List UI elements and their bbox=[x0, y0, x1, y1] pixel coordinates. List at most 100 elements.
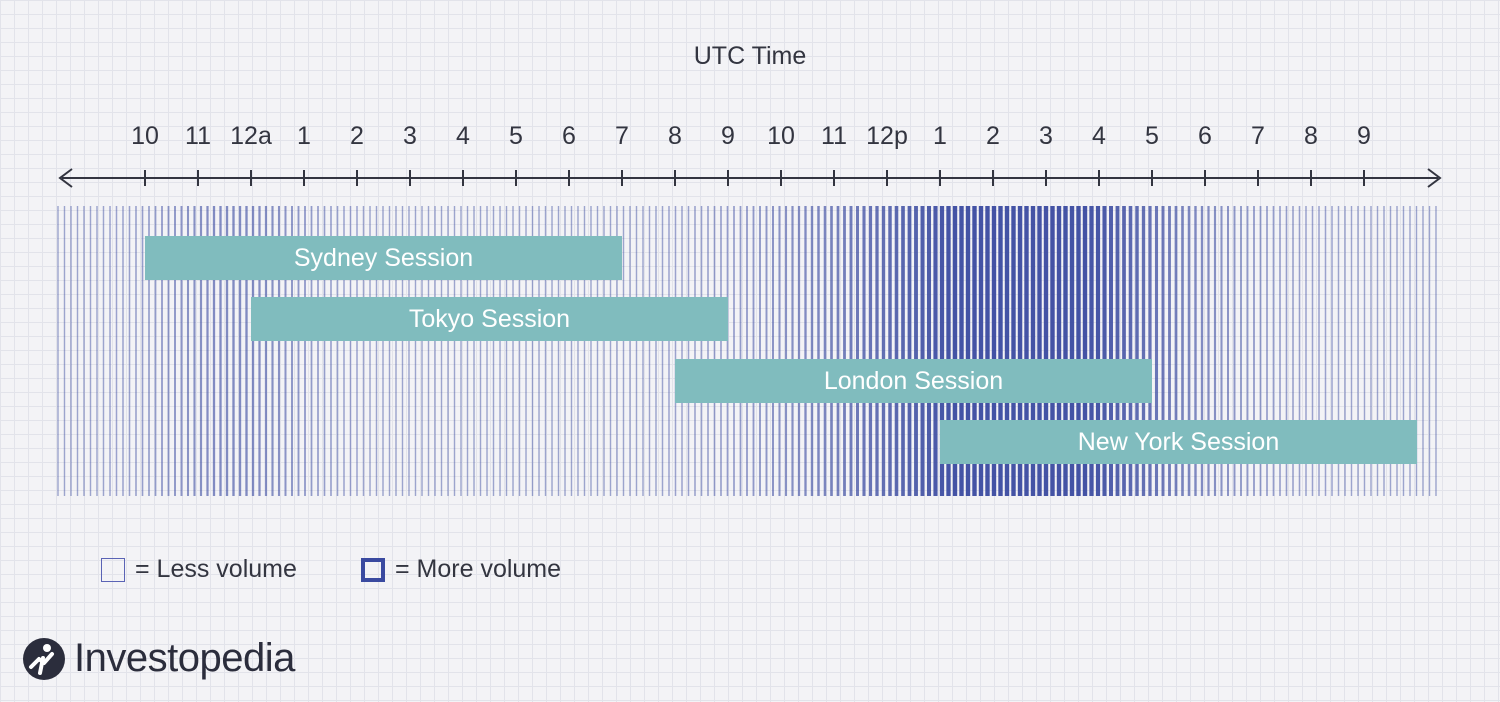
volume-stripe bbox=[518, 206, 521, 496]
volume-stripe bbox=[96, 206, 98, 496]
volume-stripe bbox=[473, 206, 475, 496]
volume-stripe bbox=[479, 206, 482, 496]
volume-stripe bbox=[681, 206, 683, 496]
volume-stripe bbox=[193, 206, 196, 496]
volume-stripe bbox=[212, 206, 216, 496]
volume-stripe bbox=[1389, 206, 1392, 496]
tick-label: 2 bbox=[350, 122, 364, 150]
volume-stripe bbox=[154, 206, 157, 496]
volume-stripe bbox=[297, 206, 300, 496]
volume-stripe bbox=[1069, 206, 1075, 496]
tick-label: 11 bbox=[821, 122, 847, 150]
volume-stripe bbox=[1076, 206, 1081, 496]
tick-label: 2 bbox=[986, 122, 1000, 150]
volume-stripe bbox=[875, 206, 879, 496]
volume-stripe bbox=[622, 206, 625, 496]
volume-stripe bbox=[408, 206, 410, 496]
volume-stripe bbox=[1011, 206, 1016, 496]
session-label: Sydney Session bbox=[293, 243, 474, 272]
volume-stripe bbox=[1272, 206, 1275, 496]
volume-stripe bbox=[985, 206, 990, 496]
volume-stripe bbox=[830, 206, 833, 496]
volume-stripe bbox=[271, 206, 274, 496]
volume-stripe bbox=[881, 206, 886, 496]
volume-stripe bbox=[460, 206, 462, 496]
volume-stripe bbox=[375, 206, 378, 496]
volume-bars bbox=[57, 206, 1437, 496]
volume-stripe bbox=[499, 206, 501, 496]
session-label: New York Session bbox=[1077, 427, 1280, 456]
volume-stripe bbox=[1102, 206, 1107, 496]
volume-stripe bbox=[817, 206, 820, 496]
volume-stripe bbox=[1357, 206, 1359, 496]
volume-stripe bbox=[707, 206, 709, 496]
volume-stripe bbox=[1141, 206, 1146, 496]
volume-stripe bbox=[186, 206, 190, 496]
volume-stripe bbox=[1311, 206, 1314, 496]
tick-label: 3 bbox=[403, 122, 417, 150]
tick-label: 3 bbox=[1039, 122, 1053, 150]
volume-stripe bbox=[1135, 206, 1139, 496]
volume-stripe bbox=[323, 206, 326, 496]
volume-stripe bbox=[1246, 206, 1249, 496]
volume-stripe bbox=[330, 206, 332, 496]
volume-stripe bbox=[544, 206, 547, 496]
volume-stripe bbox=[1298, 206, 1301, 496]
volume-stripe bbox=[907, 206, 912, 496]
session-bar-sydney-session: Sydney Session bbox=[145, 236, 622, 280]
volume-stripe bbox=[629, 206, 631, 496]
volume-stripe bbox=[115, 206, 118, 496]
tick-label: 1 bbox=[933, 122, 947, 150]
volume-stripe bbox=[388, 206, 391, 496]
volume-stripe bbox=[1050, 206, 1055, 496]
volume-stripe bbox=[395, 206, 397, 496]
tick-label: 6 bbox=[1198, 122, 1212, 150]
volume-stripe bbox=[713, 206, 716, 496]
volume-stripe bbox=[674, 206, 677, 496]
volume-stripe bbox=[778, 206, 781, 496]
volume-stripe bbox=[810, 206, 814, 496]
volume-stripe bbox=[1168, 206, 1171, 496]
volume-stripe bbox=[310, 206, 313, 496]
volume-stripe bbox=[888, 206, 892, 496]
volume-stripe bbox=[356, 206, 358, 496]
volume-stripe bbox=[1128, 206, 1133, 496]
volume-stripe bbox=[362, 206, 365, 496]
volume-stripe bbox=[1324, 206, 1327, 496]
volume-stripe bbox=[1422, 206, 1424, 496]
volume-stripe bbox=[1174, 206, 1178, 496]
volume-stripe bbox=[148, 206, 150, 496]
session-bar-tokyo-session: Tokyo Session bbox=[251, 297, 728, 341]
volume-stripe bbox=[1305, 206, 1307, 496]
volume-stripe bbox=[946, 206, 951, 496]
volume-stripe bbox=[1279, 206, 1281, 496]
volume-stripe bbox=[1004, 206, 1010, 496]
tick-label: 8 bbox=[1304, 122, 1318, 150]
volume-stripe bbox=[1154, 206, 1159, 496]
volume-stripe bbox=[76, 206, 79, 496]
volume-stripe bbox=[1148, 206, 1152, 496]
volume-stripe bbox=[739, 206, 742, 496]
session-bar-london-session: London Session bbox=[675, 359, 1152, 403]
volume-stripe bbox=[661, 206, 664, 496]
volume-stripe bbox=[63, 206, 66, 496]
volume-stripe bbox=[1415, 206, 1418, 496]
volume-stripe bbox=[531, 206, 534, 496]
legend-more-volume-label: = More volume bbox=[395, 555, 562, 583]
volume-stripe bbox=[1017, 206, 1023, 496]
volume-stripe bbox=[1213, 206, 1217, 496]
volume-stripe bbox=[1082, 206, 1088, 496]
volume-stripe bbox=[349, 206, 352, 496]
volume-stripe bbox=[583, 206, 586, 496]
volume-stripe bbox=[225, 206, 229, 496]
volume-stripe bbox=[70, 206, 72, 496]
volume-stripe bbox=[453, 206, 456, 496]
volume-stripe bbox=[1409, 206, 1411, 496]
volume-stripe bbox=[1318, 206, 1320, 496]
tick-label: 12a bbox=[230, 122, 272, 150]
volume-stripe bbox=[1181, 206, 1184, 496]
volume-stripe bbox=[784, 206, 788, 496]
volume-stripe bbox=[89, 206, 92, 496]
tick-label: 7 bbox=[615, 122, 629, 150]
